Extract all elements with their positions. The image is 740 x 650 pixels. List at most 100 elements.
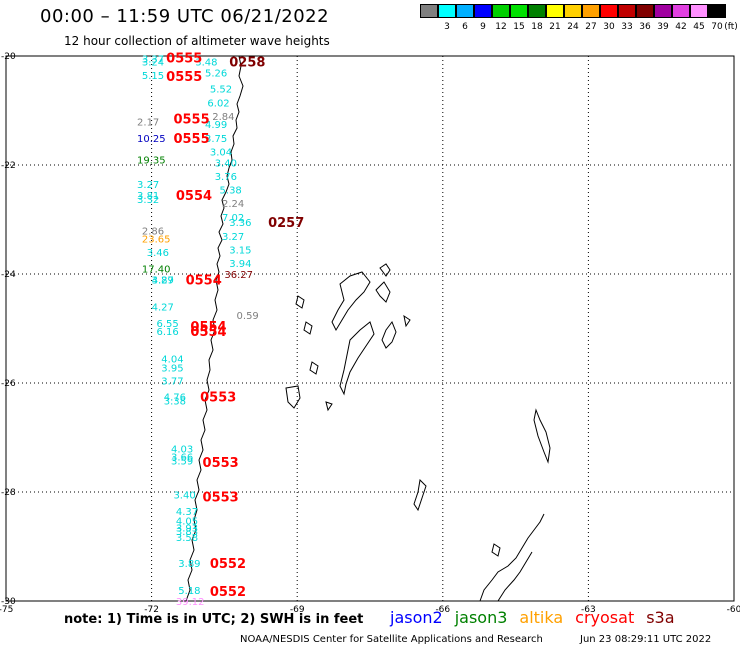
- wave-height-label: 4.03: [171, 444, 193, 455]
- wave-height-label: 3.36: [229, 218, 251, 229]
- scale-swatch: [636, 4, 654, 18]
- map-subtitle: 12 hour collection of altimeter wave hei…: [64, 34, 330, 48]
- wave-height-label: 3.04: [210, 147, 232, 158]
- mission-jason3: jason3: [454, 608, 508, 627]
- lake: [295, 295, 305, 309]
- coastline-east: [479, 513, 545, 602]
- wave-height-label: 3.27: [137, 180, 159, 191]
- wave-height-label: 3.81: [137, 191, 159, 202]
- scale-swatch: [690, 4, 708, 18]
- pass-time-label: 0555: [173, 132, 209, 147]
- pass-time-label: 0554: [186, 273, 222, 288]
- wave-height-label: 3.27: [222, 232, 244, 243]
- scale-label: 24: [567, 22, 579, 32]
- wave-height-label: 5.52: [210, 85, 232, 96]
- scale-swatch: [654, 4, 672, 18]
- scale-label: 42: [675, 22, 687, 32]
- wave-height-label: 3.59: [171, 456, 193, 467]
- pass-time-label: 0555: [166, 70, 202, 85]
- lake: [309, 361, 319, 375]
- wave-height-label: 3.95: [161, 364, 183, 375]
- axis-ticks: -75 -72 -69 -66 -63 -60 -20 -22 -24 -26 -28 -30: [0, 52, 740, 615]
- coastline: [185, 55, 244, 602]
- pass-time-label: 0258: [229, 55, 265, 70]
- wave-height-label: 5.18: [178, 586, 200, 597]
- wave-height-label: 23.65: [142, 235, 171, 246]
- wave-height-label: 4.27: [152, 275, 174, 286]
- lon-tick-label: -63: [581, 605, 596, 615]
- pass-time-label: 0553: [203, 490, 239, 505]
- wave-height-label: 2.24: [222, 199, 244, 210]
- lake: [381, 320, 397, 349]
- map-frame: [5, 55, 735, 602]
- scale-label: 12: [495, 22, 507, 32]
- wave-height-label: 36.27: [224, 270, 253, 281]
- wave-height-label: 6.02: [207, 98, 229, 109]
- lake: [379, 263, 391, 277]
- wave-height-label: 3.77: [161, 376, 183, 387]
- wave-height-label: 19.35: [137, 156, 166, 167]
- wave-height-label: 3.76: [215, 172, 237, 183]
- scale-label: 3: [444, 22, 450, 32]
- pass-time-label: 0554: [176, 189, 212, 204]
- wave-height-label: 4.27: [152, 303, 174, 314]
- pass-time-layer: 0555 025805550555055505540257055405540554…: [166, 52, 304, 601]
- lon-tick-label: -75: [0, 605, 13, 615]
- lake: [285, 385, 301, 409]
- wave-height-label: 7.02: [222, 213, 244, 224]
- wave-height-label: 2.86: [142, 226, 164, 237]
- wave-height-label: 2.84: [212, 112, 234, 123]
- scale-swatch: [600, 4, 618, 18]
- scale-label: 21: [549, 22, 561, 32]
- footer-note: note: 1) Time is in UTC; 2) SWH is in fe…: [64, 612, 364, 627]
- lake: [325, 401, 333, 412]
- wave-height-label: 3.93: [176, 523, 198, 534]
- scale-swatch: [474, 4, 492, 18]
- wave-height-label: 3.32: [137, 195, 159, 206]
- footer-credit: NOAA/NESDIS Center for Satellite Applica…: [240, 634, 543, 645]
- pass-time-label: 0257: [268, 216, 304, 231]
- wave-height-label: 3.83: [176, 527, 198, 538]
- lat-tick-label: -28: [1, 488, 16, 498]
- pass-time-label: 0554: [190, 325, 226, 340]
- wave-height-label: 10.25: [137, 134, 166, 145]
- scale-swatch: [528, 4, 546, 18]
- scale-label: 45: [693, 22, 705, 32]
- mission-legend: jason2 jason3 altika cryosat s3a: [390, 608, 687, 627]
- scale-label: 36: [639, 22, 651, 32]
- lake: [331, 271, 371, 332]
- scale-label: 70: [711, 22, 723, 32]
- scale-label: 18: [531, 22, 543, 32]
- scale-swatch: [708, 4, 726, 18]
- scale-swatch: [582, 4, 600, 18]
- scale-swatch: [546, 4, 564, 18]
- wave-height-label: 3.37: [142, 55, 164, 66]
- scale-swatch: [420, 4, 438, 18]
- wave-height-label: 6.16: [156, 327, 178, 338]
- lat-tick-label: -30: [1, 597, 16, 607]
- lon-tick-label: -69: [290, 605, 305, 615]
- lat-tick-label: -20: [1, 52, 16, 62]
- lat-tick-label: -26: [1, 379, 16, 389]
- wave-height-label: 3.58: [176, 533, 198, 544]
- lat-tick-label: -24: [1, 270, 16, 280]
- wave-height-label: 3.46: [147, 248, 169, 259]
- pass-time-label: 0552: [210, 585, 246, 600]
- wave-height-label: 3.40: [215, 158, 237, 169]
- mission-s3a: s3a: [646, 608, 675, 627]
- scale-swatch: [510, 4, 528, 18]
- scale-swatch: [564, 4, 582, 18]
- scale-label: 6: [462, 22, 468, 32]
- wave-height-label: 3.89: [152, 275, 174, 286]
- footer-timestamp: Jun 23 08:29:11 UTC 2022: [580, 634, 712, 645]
- scale-label: 9: [480, 22, 486, 32]
- wave-height-label: 3.48: [195, 57, 217, 68]
- wave-height-label: 2.17: [137, 117, 159, 128]
- gridlines: [6, 56, 734, 601]
- wave-height-label: 4.05: [176, 516, 198, 527]
- lake: [533, 408, 551, 464]
- lake: [339, 321, 375, 396]
- lake: [375, 281, 391, 303]
- lon-tick-label: -66: [435, 605, 450, 615]
